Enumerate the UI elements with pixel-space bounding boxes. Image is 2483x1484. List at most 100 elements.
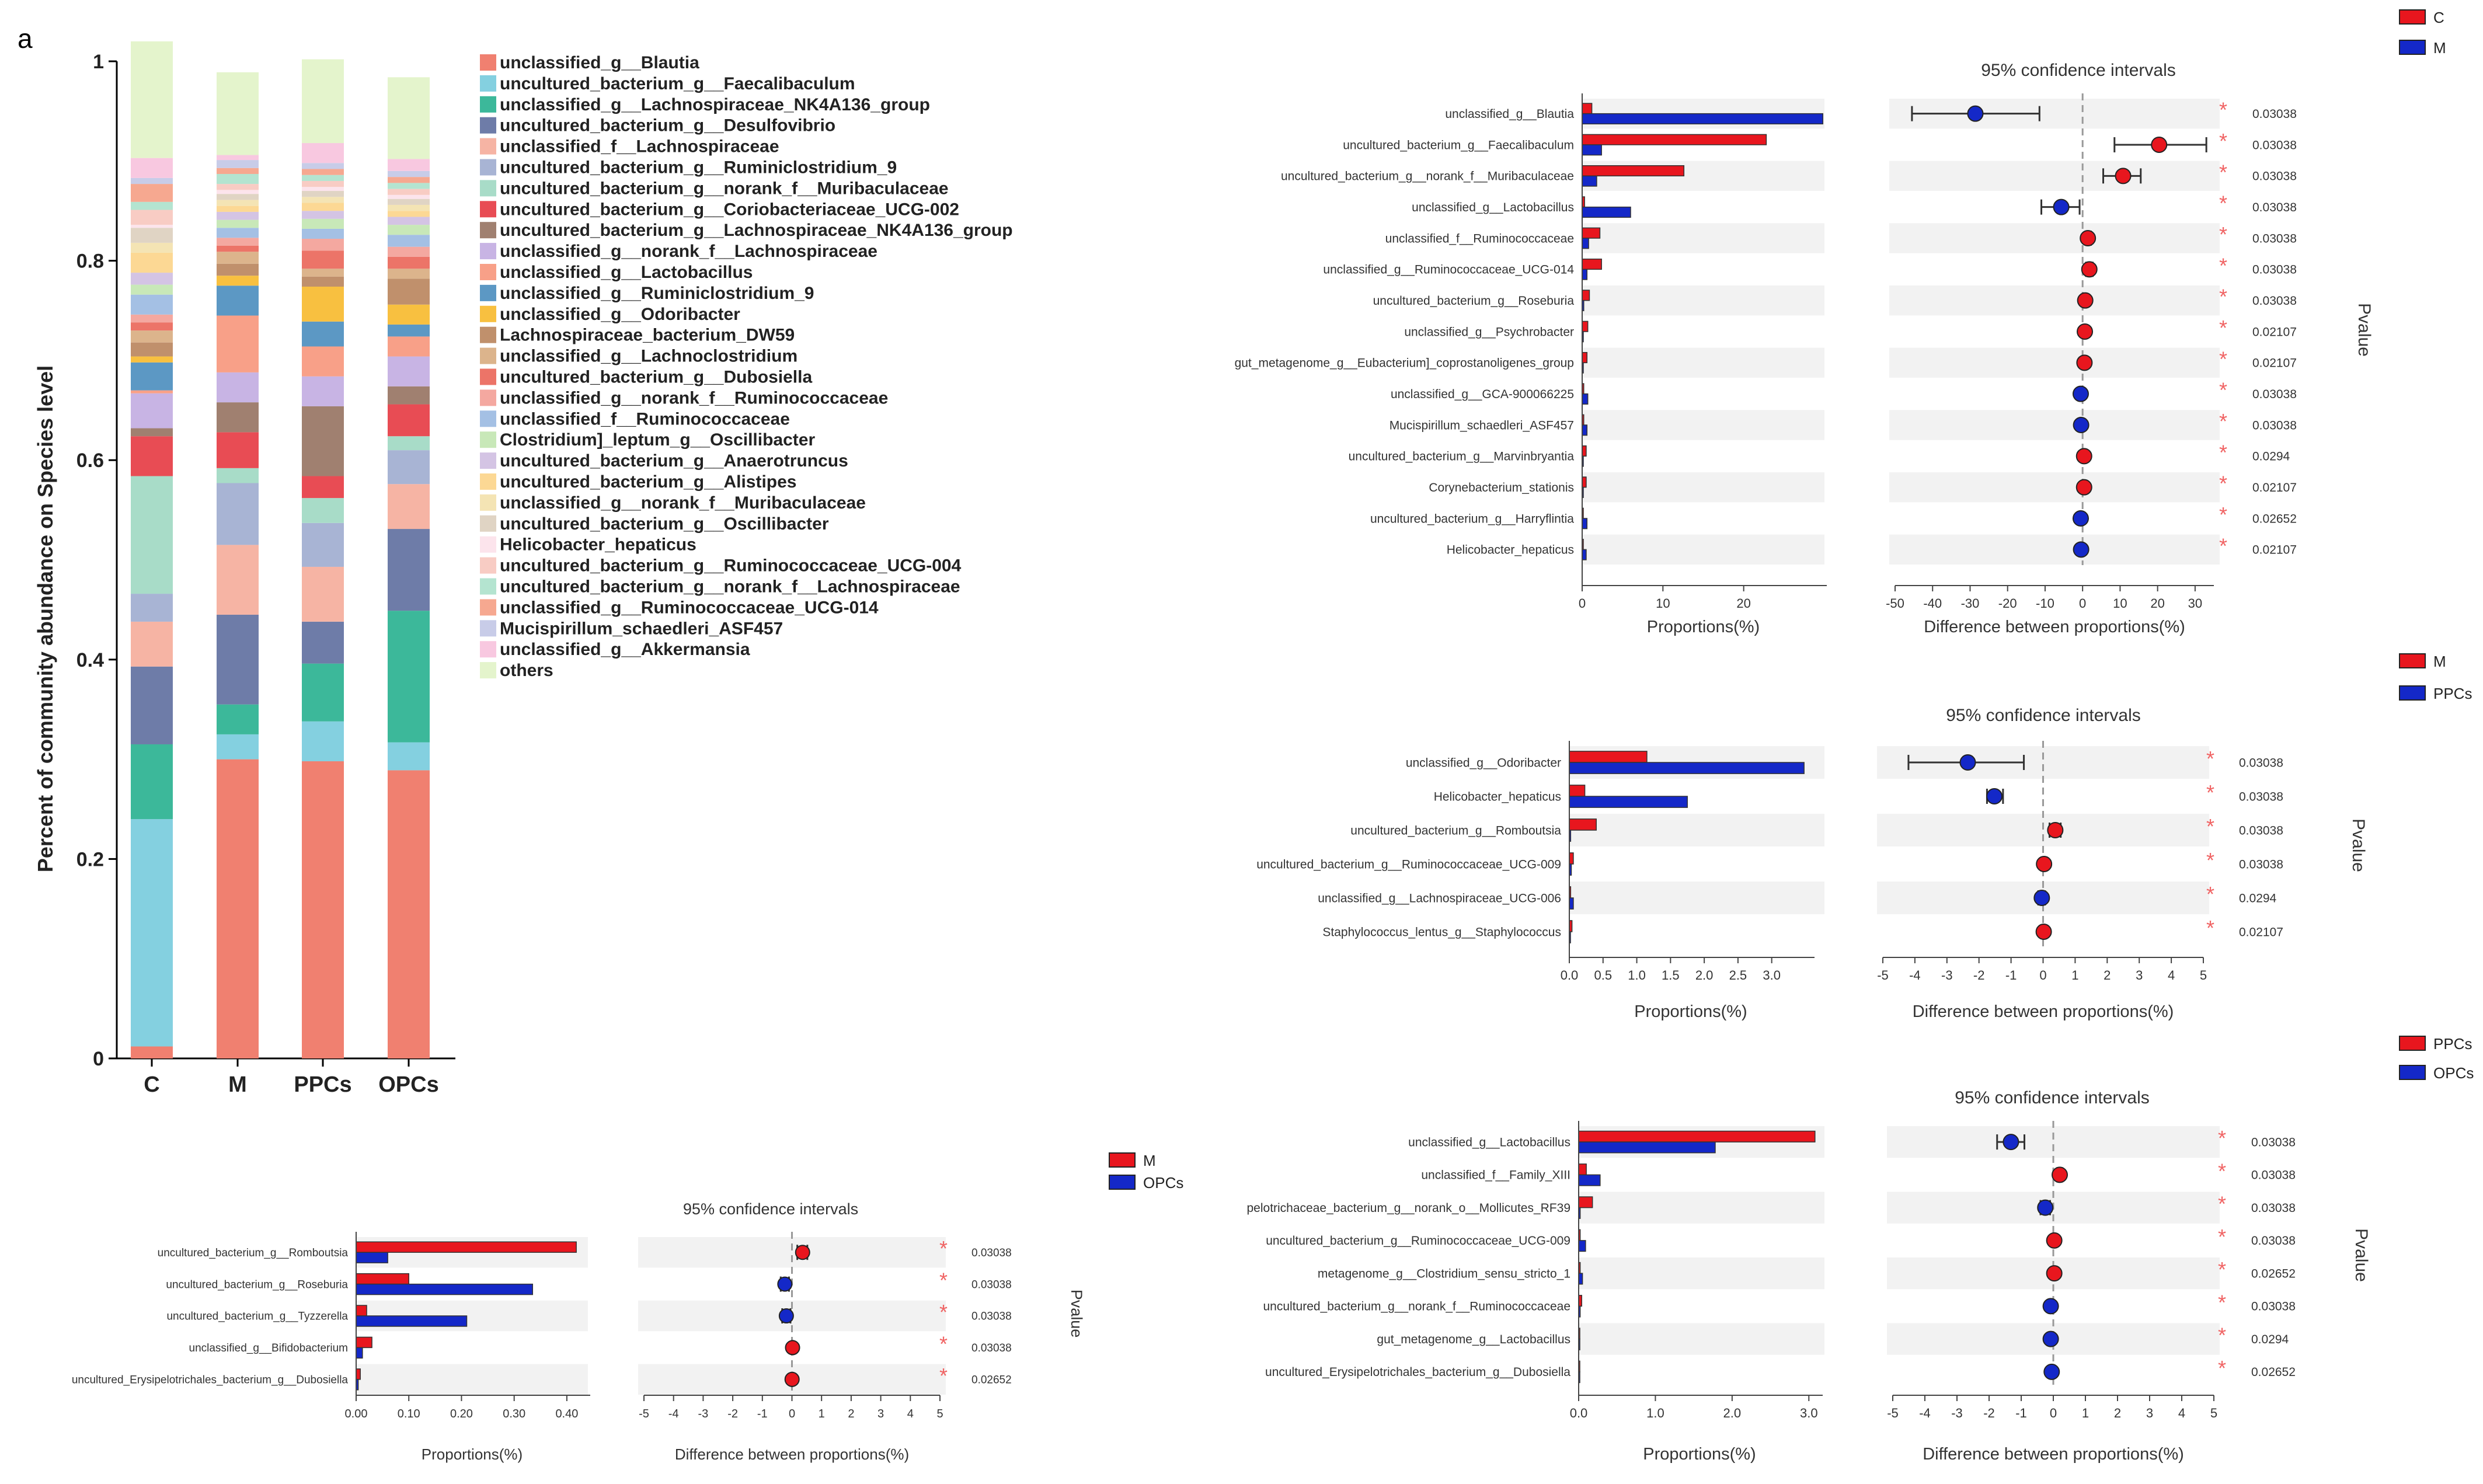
legend-label: unclassified_g__Ruminococcaceae_UCG-014 bbox=[500, 598, 879, 617]
significance-star: * bbox=[2219, 191, 2227, 215]
p-value: 0.03038 bbox=[2251, 1169, 2296, 1182]
significance-star: * bbox=[939, 1332, 948, 1356]
significance-star: * bbox=[2218, 1323, 2226, 1347]
stack-segment bbox=[131, 242, 173, 253]
x-tick-label: -50 bbox=[1886, 596, 1904, 611]
group1-bar bbox=[356, 1241, 577, 1253]
feature-label: uncultured_bacterium_g__Romboutsia bbox=[158, 1247, 349, 1259]
stack-segment bbox=[131, 225, 173, 228]
stack-segment bbox=[302, 143, 344, 163]
stack-segment bbox=[217, 194, 259, 200]
stack-segment bbox=[302, 376, 344, 406]
x-tick-label: M bbox=[228, 1072, 247, 1097]
group2-bar bbox=[1582, 393, 1589, 405]
feature-label: uncultured_bacterium_g__Roseburia bbox=[166, 1279, 348, 1291]
p-value: 0.03038 bbox=[971, 1279, 1012, 1291]
feature-label: uncultured_bacterium_g__Marvinbryantia bbox=[1349, 450, 1575, 464]
feature-label: uncultured_bacterium_g__norank_f__Rumino… bbox=[1263, 1300, 1570, 1314]
legend-label: uncultured_bacterium_g__Anaerotruncus bbox=[500, 451, 848, 471]
group1-bar bbox=[1582, 321, 1589, 332]
stack-segment bbox=[217, 184, 259, 190]
p-value: 0.03038 bbox=[2251, 1135, 2296, 1149]
group2-bar bbox=[1582, 424, 1588, 436]
row-band bbox=[1889, 285, 2220, 316]
group1-bar bbox=[1582, 258, 1602, 270]
difference-point bbox=[778, 1308, 794, 1323]
group2-bar bbox=[1578, 1174, 1601, 1186]
diff-x-label: Difference between proportions(%) bbox=[1924, 618, 2185, 636]
p-value: 0.03038 bbox=[2252, 107, 2297, 121]
stack-segment bbox=[388, 356, 430, 386]
legend-label: PPCs bbox=[2433, 1035, 2472, 1053]
y-axis-title: Percent of community abundance on Specie… bbox=[33, 365, 57, 872]
legend-label: uncultured_bacterium_g__Lachnospiraceae_… bbox=[500, 221, 1013, 240]
x-tick-label: 5 bbox=[2200, 968, 2207, 983]
p-value: 0.03038 bbox=[2252, 170, 2297, 183]
stack-segment bbox=[217, 200, 259, 206]
p-value: 0.03038 bbox=[2251, 1201, 2296, 1215]
stack-segment bbox=[388, 77, 430, 159]
feature-label: unclassified_f__Family_XIII bbox=[1421, 1169, 1570, 1182]
p-value: 0.03038 bbox=[2252, 201, 2297, 214]
legend-swatch bbox=[1109, 1152, 1136, 1168]
stack-segment bbox=[217, 315, 259, 372]
feature-label: unclassified_g__Odoribacter bbox=[1406, 756, 1561, 769]
legend-swatch bbox=[480, 96, 496, 113]
p-value: 0.02652 bbox=[2251, 1365, 2296, 1379]
prop-x-label: Proportions(%) bbox=[422, 1445, 523, 1463]
difference-point bbox=[1967, 105, 1984, 122]
legend-swatch bbox=[2399, 685, 2426, 701]
stack-segment bbox=[217, 734, 259, 760]
legend-label: M bbox=[2433, 653, 2446, 670]
group1-bar bbox=[1578, 1163, 1587, 1176]
legend-label: uncultured_bacterium_g__Coriobacteriacea… bbox=[500, 200, 959, 219]
x-tick-label: 20 bbox=[2150, 596, 2164, 611]
group1-bar bbox=[1569, 785, 1586, 797]
stack-segment bbox=[302, 228, 344, 239]
group2-bar bbox=[356, 1347, 363, 1359]
x-tick-label: 0.30 bbox=[503, 1408, 525, 1420]
significance-star: * bbox=[2219, 472, 2227, 496]
stack-segment bbox=[302, 276, 344, 287]
legend-label: PPCs bbox=[2433, 685, 2472, 702]
legend-swatch bbox=[480, 138, 496, 155]
group2-bar bbox=[1569, 762, 1805, 774]
y-tick-label: 0.6 bbox=[76, 450, 104, 472]
x-tick-label: 10 bbox=[2113, 596, 2127, 611]
group1-bar bbox=[356, 1368, 361, 1380]
group2-bar bbox=[1582, 113, 1823, 125]
feature-label: unclassified_g__Lactobacillus bbox=[1412, 201, 1574, 214]
stack-segment bbox=[302, 203, 344, 211]
group1-bar bbox=[1569, 818, 1597, 831]
stack-segment bbox=[131, 362, 173, 391]
significance-star: * bbox=[2219, 503, 2227, 527]
stack-segment bbox=[388, 211, 430, 217]
prop-x-label: Proportions(%) bbox=[1634, 1002, 1747, 1021]
x-tick-label: 1 bbox=[2071, 968, 2078, 983]
feature-label: Helicobacter_hepaticus bbox=[1434, 790, 1561, 803]
legend-swatch bbox=[2399, 1065, 2426, 1080]
legend-swatch bbox=[2399, 40, 2426, 55]
legend-swatch bbox=[480, 578, 496, 595]
x-tick-label: 3 bbox=[877, 1408, 884, 1420]
significance-star: * bbox=[2218, 1159, 2226, 1183]
x-tick-label: 0.0 bbox=[1570, 1406, 1588, 1420]
legend-label: uncultured_bacterium_g__norank_f__Muriba… bbox=[500, 179, 949, 198]
difference-point bbox=[2037, 1199, 2054, 1216]
x-tick-label: -1 bbox=[2005, 968, 2017, 983]
x-tick-label: 0 bbox=[1579, 596, 1586, 611]
legend-swatch bbox=[480, 515, 496, 532]
stack-segment bbox=[388, 611, 430, 743]
x-tick-label: 0 bbox=[2079, 596, 2086, 611]
stack-segment bbox=[217, 220, 259, 228]
legend-label: Clostridium]_leptum_g__Oscillibacter bbox=[500, 430, 815, 450]
x-tick-label: 0.20 bbox=[450, 1408, 473, 1420]
group1-bar bbox=[1582, 445, 1587, 457]
x-tick-label: 5 bbox=[936, 1408, 943, 1420]
significance-star: * bbox=[2218, 1257, 2226, 1281]
row-band bbox=[1582, 285, 1824, 316]
legend-swatch bbox=[480, 389, 496, 406]
stack-segment bbox=[131, 594, 173, 622]
legend-label: unclassified_g__norank_f__Lachnospiracea… bbox=[500, 242, 877, 261]
